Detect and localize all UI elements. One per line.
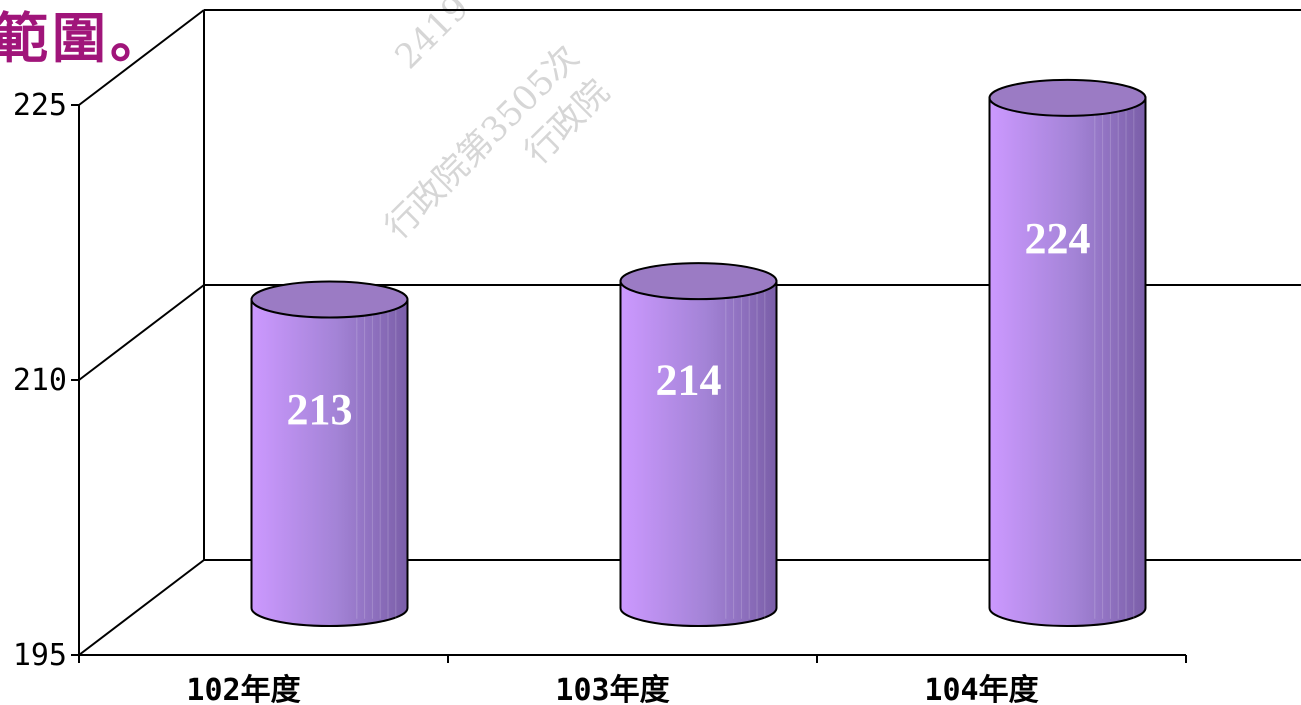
y-tick-label: 225 [13,88,67,123]
bar-3 [988,78,1147,627]
bar-1 [250,280,409,627]
bar-2 [619,262,778,627]
chart-labels: 213 102年度 214 103年度 224 104年度 [186,214,1090,705]
bar-body [988,96,1147,627]
data-label: 224 [1025,214,1091,263]
x-tick-label: 103年度 [555,673,669,705]
y-tick-label: 210 [13,363,67,398]
side-gridline [78,9,205,106]
x-tick-label: 104年度 [924,673,1038,705]
y-tick-label: 195 [13,638,67,673]
watermark-text: 2419 [387,0,476,77]
page-title-fragment: 範圍。 [0,6,168,70]
bar-top [250,280,409,319]
bar-body [619,280,778,627]
data-label: 214 [656,356,722,405]
x-tick-label: 102年度 [186,673,300,705]
bar-top [619,262,778,301]
side-gridline [78,559,205,656]
chart-axes: 195 210 225 [13,9,1301,673]
bar-top [988,78,1147,117]
chart-bars [250,78,1147,627]
bar-body [250,298,409,627]
side-gridline [78,284,205,381]
data-label: 213 [287,385,353,434]
